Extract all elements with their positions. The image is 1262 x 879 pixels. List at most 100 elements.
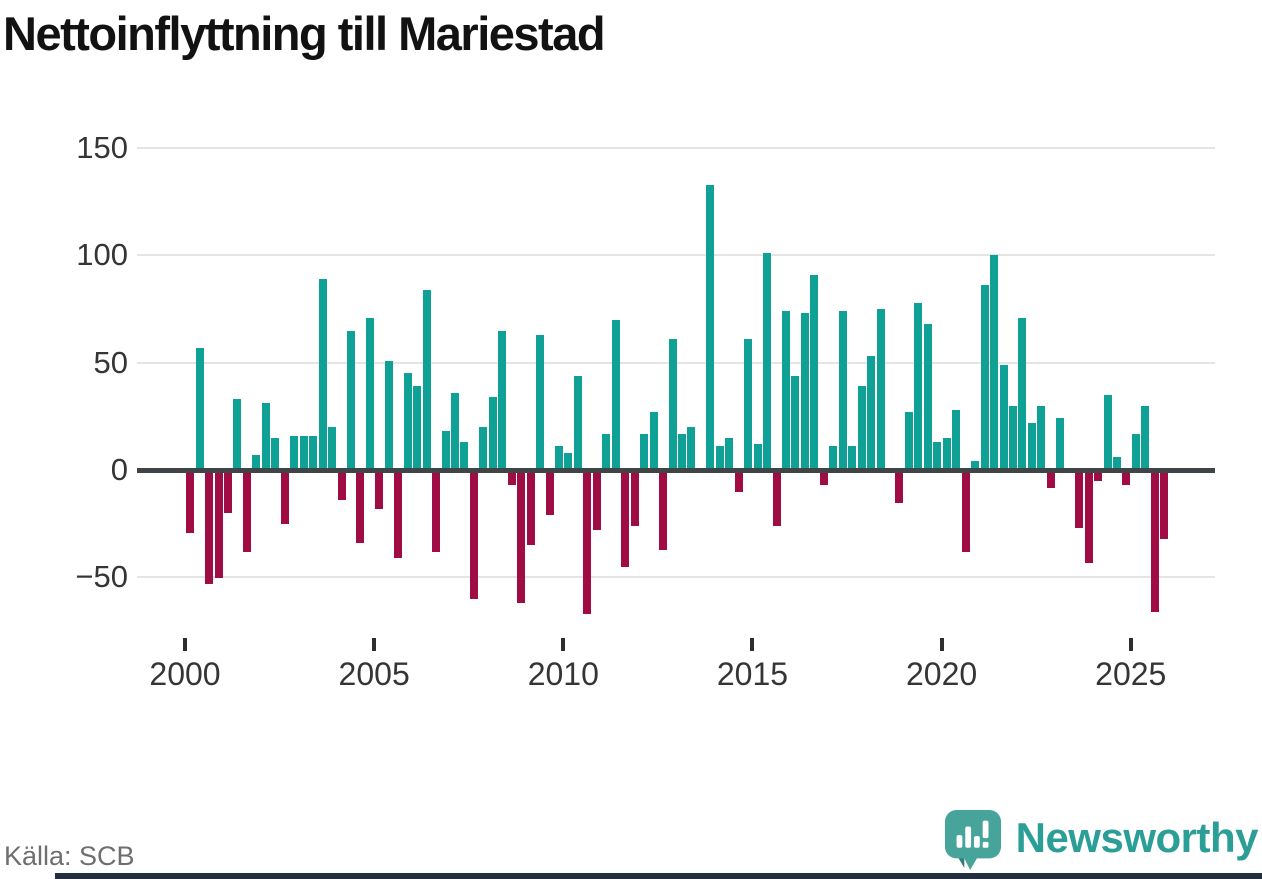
x-axis-tick-label: 2000 — [149, 656, 221, 692]
bar-2022-q3 — [1037, 405, 1046, 470]
bar-2007-q1 — [450, 392, 459, 470]
bar-2007-q3 — [469, 472, 478, 600]
bar-2022-q4 — [1046, 472, 1055, 488]
bar-2003-q3 — [318, 279, 327, 470]
bar-2007-q2 — [460, 442, 469, 470]
bar-2014-q3 — [734, 472, 743, 492]
chart-title: Nettoinflyttning till Mariestad — [3, 7, 606, 60]
y-axis-tick-label: −50 — [75, 559, 128, 595]
bar-2025-q3 — [1150, 472, 1159, 612]
bar-2004-q2 — [346, 330, 355, 470]
bar-2019-q3 — [923, 324, 932, 470]
bar-2002-q3 — [280, 472, 289, 524]
bar-2017-q2 — [838, 311, 847, 470]
newsworthy-logo: Newsworthy — [944, 809, 1259, 874]
gridline — [137, 576, 1215, 579]
bar-2006-q3 — [432, 472, 441, 552]
bar-2009-q3 — [545, 472, 554, 516]
bar-2024-q1 — [1094, 472, 1103, 482]
bar-2006-q2 — [422, 289, 431, 470]
bar-2005-q3 — [394, 472, 403, 559]
bar-2022-q1 — [1018, 317, 1027, 470]
bar-2005-q4 — [403, 373, 412, 470]
bar-2000-q2 — [195, 347, 204, 470]
x-axis-tick-label: 2015 — [716, 656, 789, 692]
bar-2022-q2 — [1027, 422, 1036, 470]
bar-2004-q3 — [356, 472, 365, 544]
bar-2011-q1 — [602, 433, 611, 470]
bar-2004-q4 — [365, 317, 374, 470]
bar-2016-q1 — [791, 375, 800, 470]
bar-2016-q3 — [810, 274, 819, 470]
bar-2009-q1 — [526, 472, 535, 546]
bar-2000-q4 — [214, 472, 223, 578]
bar-2017-q1 — [829, 446, 838, 470]
bar-2025-q1 — [1131, 433, 1140, 470]
footer-accent-bar — [55, 873, 1262, 879]
x-axis-tick — [750, 638, 755, 651]
bar-2011-q4 — [630, 472, 639, 527]
bar-2001-q4 — [252, 454, 261, 470]
bar-2020-q2 — [952, 409, 961, 470]
bar-2016-q4 — [819, 472, 828, 486]
bar-2005-q2 — [384, 360, 393, 470]
bar-2013-q2 — [687, 427, 696, 470]
bar-2015-q2 — [763, 253, 772, 470]
y-axis-tick-label: 0 — [110, 452, 128, 487]
bar-2010-q3 — [583, 472, 592, 615]
bar-2024-q2 — [1103, 394, 1112, 470]
bar-2002-q4 — [290, 435, 299, 470]
gridline — [137, 254, 1215, 257]
bar-2024-q3 — [1112, 457, 1121, 470]
bar-2014-q2 — [725, 437, 734, 470]
bar-2021-q4 — [1008, 405, 1017, 470]
bar-2016-q2 — [800, 313, 809, 470]
bar-2008-q2 — [498, 330, 507, 470]
x-axis-tick — [183, 638, 187, 651]
bar-2009-q4 — [555, 446, 564, 470]
bar-2002-q1 — [261, 403, 270, 470]
bar-2009-q2 — [536, 334, 545, 470]
bar-2025-q2 — [1141, 405, 1150, 470]
bar-2011-q2 — [611, 319, 620, 470]
bar-2008-q3 — [507, 472, 516, 486]
bar-2021-q1 — [980, 285, 989, 470]
x-axis-tick-label: 2025 — [1095, 656, 1167, 692]
bar-2017-q4 — [857, 386, 866, 470]
bar-2012-q2 — [649, 412, 658, 470]
y-axis-tick-label: 100 — [76, 237, 128, 273]
bar-2010-q2 — [573, 375, 582, 470]
bar-2006-q4 — [441, 431, 450, 470]
bar-2006-q1 — [413, 386, 422, 470]
x-axis-tick-label: 2005 — [338, 656, 410, 692]
x-axis-tick — [1128, 638, 1133, 651]
x-axis-tick — [939, 638, 944, 651]
gridline — [137, 147, 1215, 150]
bar-2017-q3 — [848, 446, 857, 470]
bar-2010-q1 — [564, 452, 573, 470]
bar-2001-q1 — [224, 472, 233, 514]
bar-2004-q1 — [337, 472, 346, 501]
bar-2013-q4 — [706, 184, 715, 470]
bar-2023-q4 — [1084, 472, 1093, 563]
bar-2018-q2 — [876, 309, 885, 470]
bar-2011-q3 — [621, 472, 630, 567]
bar-2010-q4 — [592, 472, 601, 531]
bar-2018-q4 — [895, 472, 904, 503]
x-axis-tick — [561, 638, 566, 651]
bar-2002-q2 — [271, 437, 280, 470]
bar-2005-q1 — [375, 472, 384, 509]
bar-2001-q2 — [233, 399, 242, 470]
bar-2015-q1 — [753, 444, 762, 470]
bar-2000-q1 — [186, 472, 195, 533]
bar-2015-q4 — [781, 311, 790, 470]
bar-2025-q4 — [1160, 472, 1169, 540]
source-caption: Källa: SCB — [4, 841, 135, 871]
bar-2013-q1 — [677, 433, 686, 470]
bar-2020-q3 — [961, 472, 970, 552]
bar-2015-q3 — [772, 472, 781, 527]
bar-2020-q1 — [942, 437, 951, 470]
bar-2001-q3 — [242, 472, 251, 552]
bar-2018-q1 — [867, 356, 876, 470]
